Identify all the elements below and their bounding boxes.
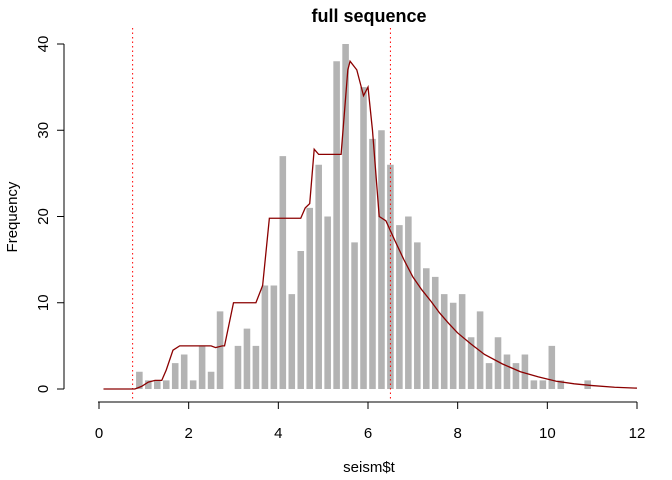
histogram-bar <box>342 44 349 389</box>
histogram-bar <box>449 302 457 389</box>
y-tick-label: 10 <box>35 294 52 311</box>
histogram-bar <box>136 371 143 389</box>
x-tick-label: 6 <box>364 425 372 442</box>
histogram-bar <box>485 363 493 390</box>
x-tick-label: 2 <box>184 425 192 442</box>
histogram-bar <box>539 380 547 390</box>
histogram-bar <box>324 216 331 389</box>
histogram-bar <box>494 337 502 389</box>
histogram-bar <box>333 61 340 389</box>
x-tick-label: 4 <box>274 425 282 442</box>
histogram-bar <box>440 294 448 390</box>
y-tick-label: 30 <box>35 122 52 139</box>
histogram-bar <box>458 294 466 390</box>
density-curve-group <box>103 59 638 390</box>
histogram-bar <box>288 294 296 390</box>
histogram-bar <box>512 363 520 390</box>
histogram-bar <box>243 328 251 390</box>
y-axis-label: Frequency <box>4 181 21 252</box>
x-tick-label: 0 <box>95 425 103 442</box>
y-tick-label: 20 <box>35 208 52 225</box>
histogram-bar <box>405 216 412 389</box>
histogram-bar <box>530 380 538 390</box>
histogram-bar <box>198 345 206 390</box>
histogram-bar <box>467 337 475 389</box>
histogram-bar <box>154 380 161 390</box>
x-axis-label: seism$t <box>343 459 396 476</box>
histogram-bar <box>369 138 376 390</box>
histogram-bar <box>207 371 215 389</box>
histogram-bar <box>261 285 269 389</box>
histogram-bar <box>279 156 287 389</box>
y-axis-ticks: 0 10 20 30 40 <box>35 36 64 393</box>
histogram-bar <box>270 285 278 389</box>
histogram-bar <box>476 311 484 390</box>
y-tick-label: 40 <box>35 36 52 53</box>
histogram-bar <box>548 345 556 390</box>
histogram-bar <box>234 345 242 390</box>
histogram-bar <box>521 354 529 389</box>
histogram-bar <box>396 225 403 390</box>
y-tick-label: 0 <box>35 385 52 393</box>
histogram-bar <box>351 242 358 390</box>
histogram-bar <box>503 354 511 389</box>
density-curve <box>103 59 638 390</box>
histogram-bar <box>306 207 313 390</box>
histogram-bar <box>216 311 224 390</box>
histogram-bar <box>189 380 197 390</box>
histogram-bar <box>145 380 152 390</box>
histogram-bar <box>557 380 565 390</box>
reference-lines <box>132 28 391 401</box>
histogram-bar <box>378 130 385 389</box>
histogram-bar <box>162 380 170 390</box>
histogram-bar <box>431 276 439 390</box>
histogram-bar <box>180 354 188 389</box>
histogram-bar <box>414 242 421 390</box>
x-axis-ticks: 0 2 4 6 8 10 12 <box>95 402 646 442</box>
histogram-bar <box>315 164 322 389</box>
x-tick-label: 8 <box>453 425 461 442</box>
histogram-bar <box>423 268 430 389</box>
histogram-bar <box>252 345 260 390</box>
histogram-bar <box>360 87 367 390</box>
histogram-bar <box>297 251 305 389</box>
chart-title: full sequence <box>311 6 426 26</box>
x-tick-label: 10 <box>539 425 556 442</box>
x-tick-label: 12 <box>629 425 646 442</box>
histogram-bar <box>171 363 179 390</box>
